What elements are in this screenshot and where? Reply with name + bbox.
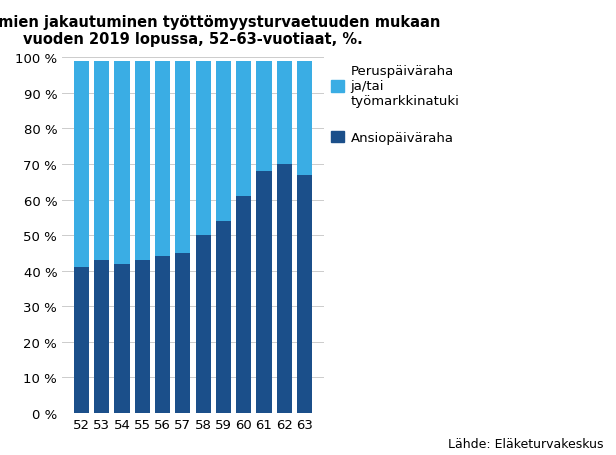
- Bar: [195, 236, 211, 413]
- Bar: [94, 260, 110, 413]
- Bar: [277, 62, 292, 165]
- Bar: [74, 62, 89, 268]
- Bar: [135, 62, 150, 260]
- Bar: [236, 62, 251, 197]
- Title: Työttömien jakautuminen työttömyysturvaetuuden mukaan
vuoden 2019 lopussa, 52–63: Työttömien jakautuminen työttömyysturvae…: [0, 15, 440, 47]
- Bar: [297, 62, 312, 175]
- Bar: [115, 62, 129, 264]
- Bar: [135, 260, 150, 413]
- Bar: [74, 268, 89, 413]
- Bar: [94, 62, 110, 260]
- Legend: Peruspäiväraha
ja/tai
työmarkkinatuki, Ansiopäiväraha: Peruspäiväraha ja/tai työmarkkinatuki, A…: [331, 65, 460, 145]
- Bar: [176, 62, 190, 253]
- Bar: [216, 62, 231, 222]
- Bar: [216, 222, 231, 413]
- Bar: [155, 62, 170, 257]
- Bar: [256, 62, 272, 172]
- Bar: [195, 62, 211, 236]
- Bar: [115, 264, 129, 413]
- Bar: [297, 175, 312, 413]
- Bar: [256, 172, 272, 413]
- Bar: [155, 257, 170, 413]
- Text: Lähde: Eläketurvakeskus: Lähde: Eläketurvakeskus: [448, 437, 604, 450]
- Bar: [176, 253, 190, 413]
- Bar: [236, 197, 251, 413]
- Bar: [277, 165, 292, 413]
